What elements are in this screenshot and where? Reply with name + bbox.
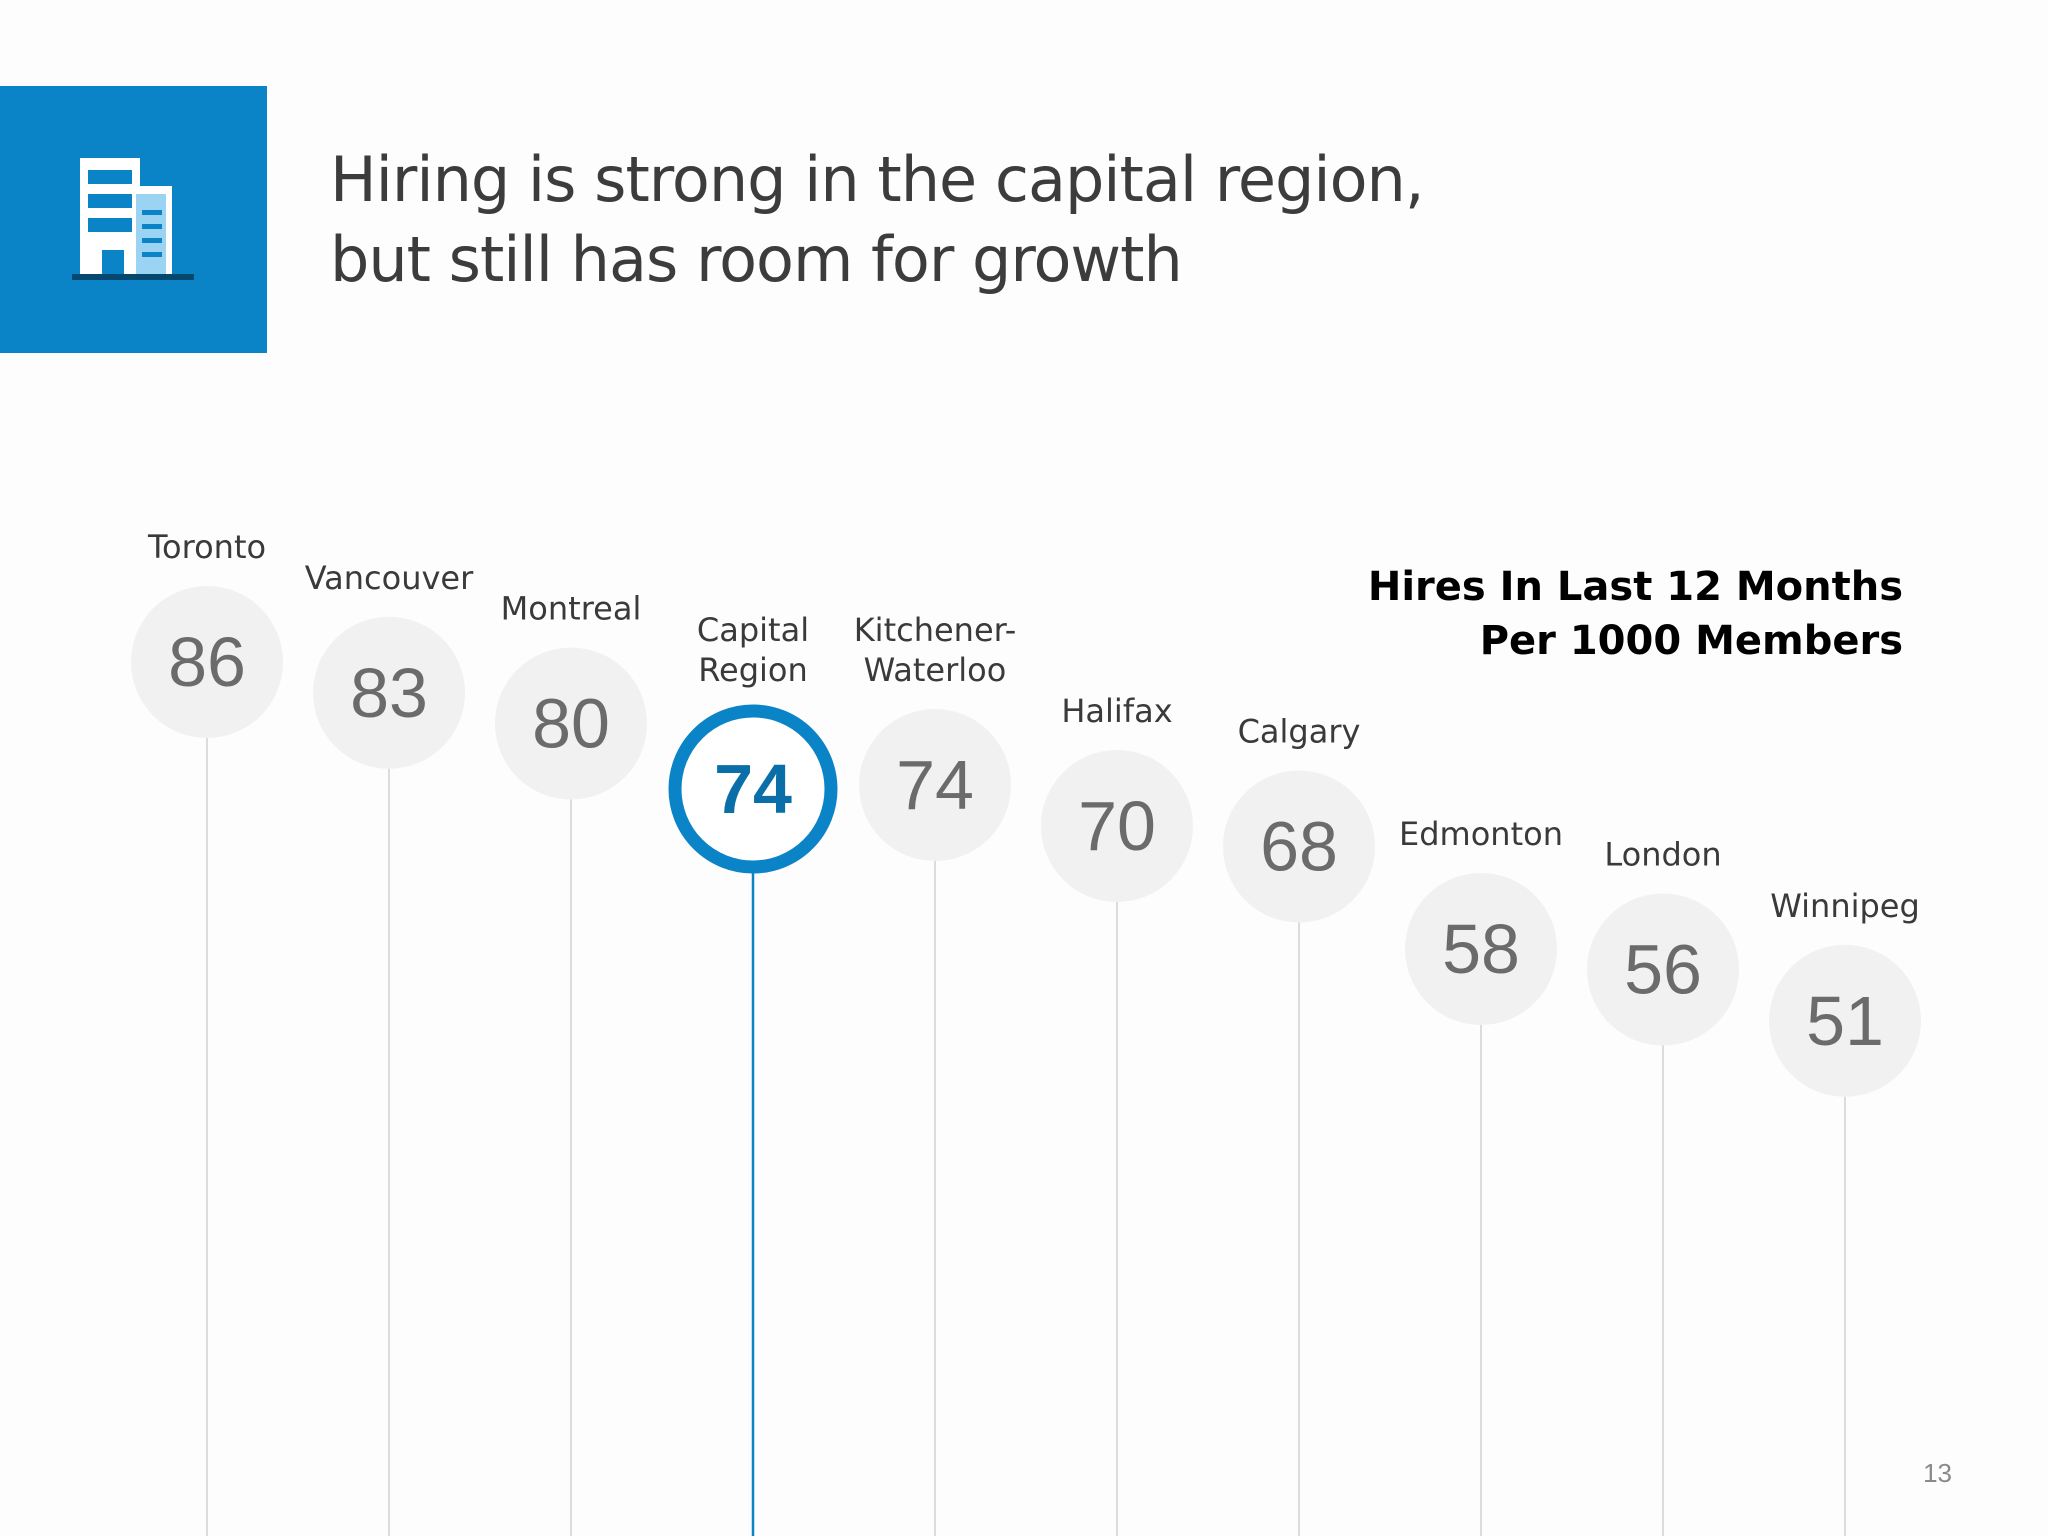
- bubble-capital-region: [668, 704, 838, 874]
- category-label-winnipeg: Winnipeg: [1770, 887, 1920, 925]
- bubble-toronto: [131, 586, 283, 738]
- category-label-edmonton: Edmonton: [1399, 815, 1563, 853]
- bubble-vancouver: [313, 616, 465, 769]
- bubble-halifax: [1041, 750, 1193, 902]
- value-label-calgary: 68: [1260, 808, 1338, 886]
- bubble-montreal: [495, 647, 647, 800]
- value-label-capital-region: 74: [714, 750, 792, 828]
- category-label-calgary: Calgary: [1238, 713, 1361, 751]
- value-label-edmonton: 58: [1442, 910, 1520, 988]
- value-label-winnipeg: 51: [1806, 982, 1884, 1060]
- category-label-london: London: [1604, 836, 1721, 874]
- value-label-toronto: 86: [168, 623, 246, 701]
- legend-line-2: Per 1000 Members: [1479, 618, 1903, 664]
- category-label-kitchener-waterloo: Kitchener-Waterloo: [854, 611, 1017, 689]
- legend-line-1: Hires In Last 12 Months: [1367, 564, 1903, 610]
- category-label-vancouver: Vancouver: [305, 559, 474, 597]
- bubble-edmonton: [1405, 873, 1557, 1025]
- bubble-calgary: [1223, 770, 1375, 923]
- value-label-vancouver: 83: [350, 654, 428, 732]
- bubble-kitchener-waterloo: [859, 709, 1011, 861]
- bubble-winnipeg: [1769, 944, 1921, 1097]
- page-number: 13: [1923, 1458, 1952, 1488]
- value-label-halifax: 70: [1078, 787, 1156, 865]
- category-label-halifax: Halifax: [1061, 692, 1172, 730]
- office-building-icon: [72, 158, 194, 280]
- category-label-capital-region: Capital Region: [697, 611, 809, 689]
- value-label-montreal: 80: [532, 685, 610, 763]
- slide-title-line-1: Hiring is strong in the capital region,: [330, 143, 1425, 216]
- icon-panel: [0, 86, 267, 353]
- value-label-kitchener-waterloo: 74: [896, 746, 974, 824]
- bubble-london: [1587, 893, 1739, 1046]
- category-label-toronto: Toronto: [147, 528, 266, 566]
- category-label-montreal: Montreal: [501, 590, 642, 628]
- chart-legend: Hires In Last 12 Months Per 1000 Members: [1368, 560, 1903, 668]
- slide-title: Hiring is strong in the capital region, …: [330, 140, 1480, 300]
- value-label-london: 56: [1624, 931, 1702, 1009]
- slide-title-line-2: but still has room for growth: [330, 223, 1183, 296]
